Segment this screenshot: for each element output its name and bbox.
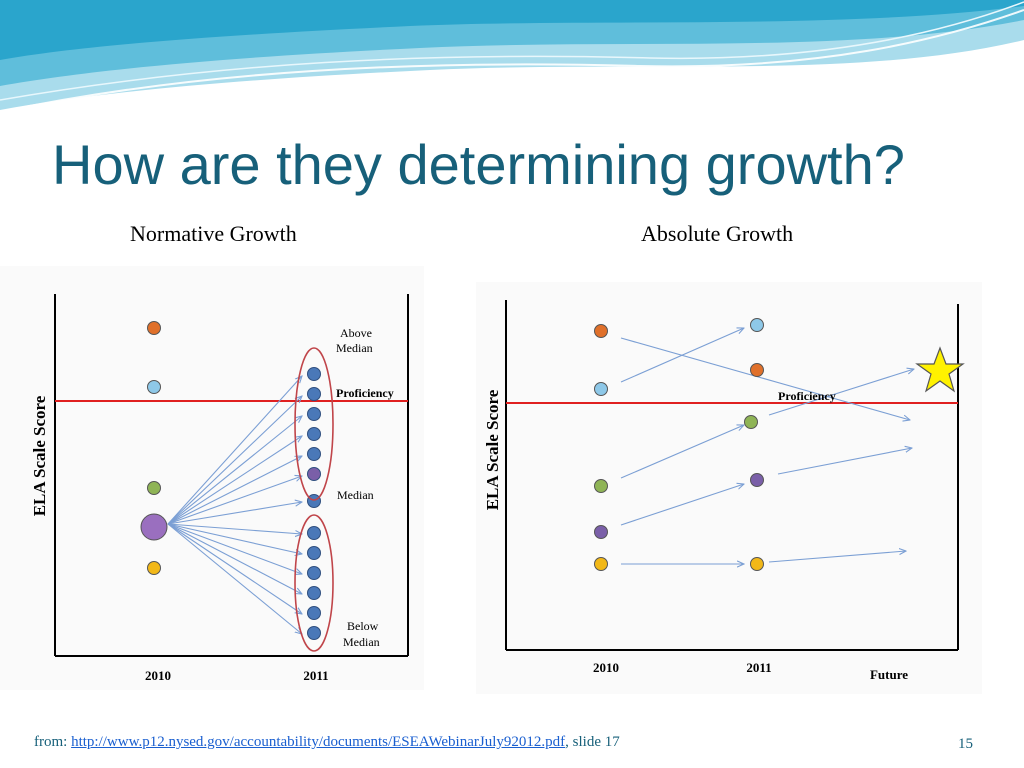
- header-wave-decoration: [0, 0, 1024, 113]
- growth-arrows: [167, 376, 302, 634]
- source-citation: from: http://www.p12.nysed.gov/accountab…: [34, 734, 620, 751]
- x-tick-2010: 2010: [145, 668, 171, 683]
- star-icon: [915, 346, 965, 393]
- proficiency-label: Proficiency: [778, 389, 836, 403]
- y-axis-label: ELA Scale Score: [30, 395, 49, 516]
- proficiency-label: Proficiency: [336, 386, 394, 400]
- x-tick-future: Future: [870, 667, 908, 682]
- dots-2011: [307, 367, 321, 640]
- dot-2011-yellow: [750, 557, 764, 571]
- citation-suffix: , slide 17: [565, 734, 620, 750]
- dot-2011-green: [744, 415, 758, 429]
- dot-2010-yellow: [147, 561, 161, 575]
- below-median-ellipse: [294, 514, 334, 652]
- page-number: 15: [958, 736, 973, 752]
- dot-2011-orange: [750, 363, 764, 377]
- below-median-label-line2: Median: [343, 635, 380, 649]
- citation-prefix: from:: [34, 734, 72, 750]
- absolute-growth-diagram: ELA Scale Score 2010 2011 Future: [476, 282, 982, 694]
- absolute-growth-subtitle: Absolute Growth: [641, 221, 794, 246]
- dot-2010-green: [594, 479, 608, 493]
- above-median-label-line2: Median: [336, 341, 373, 355]
- normative-growth-diagram: ELA Scale Score 2010 2011: [0, 266, 424, 690]
- y-axis-label: ELA Scale Score: [483, 389, 502, 510]
- dot-2011-purple: [750, 473, 764, 487]
- above-median-ellipse: [294, 347, 334, 501]
- dot-2010-yellow: [594, 557, 608, 571]
- dot-2010-orange: [594, 324, 608, 338]
- x-tick-2010: 2010: [593, 660, 619, 675]
- above-median-label-line1: Above: [340, 326, 372, 340]
- dot-2010-green: [147, 481, 161, 495]
- dot-2010-orange: [147, 321, 161, 335]
- dot-2010-light-blue: [147, 380, 161, 394]
- median-label: Median: [337, 488, 374, 502]
- dot-2010-purple-large: [140, 513, 168, 541]
- source-link[interactable]: http://www.p12.nysed.gov/accountability/…: [71, 734, 566, 750]
- x-tick-2011: 2011: [746, 660, 771, 675]
- growth-arrows: [620, 328, 914, 564]
- dot-2010-light-blue: [594, 382, 608, 396]
- normative-growth-subtitle: Normative Growth: [130, 221, 297, 246]
- dot-2010-purple: [594, 525, 608, 539]
- below-median-label-line1: Below: [347, 619, 379, 633]
- x-tick-2011: 2011: [303, 668, 328, 683]
- slide-title: How are they determining growth?: [52, 133, 905, 196]
- dot-2011-light-blue: [750, 318, 764, 332]
